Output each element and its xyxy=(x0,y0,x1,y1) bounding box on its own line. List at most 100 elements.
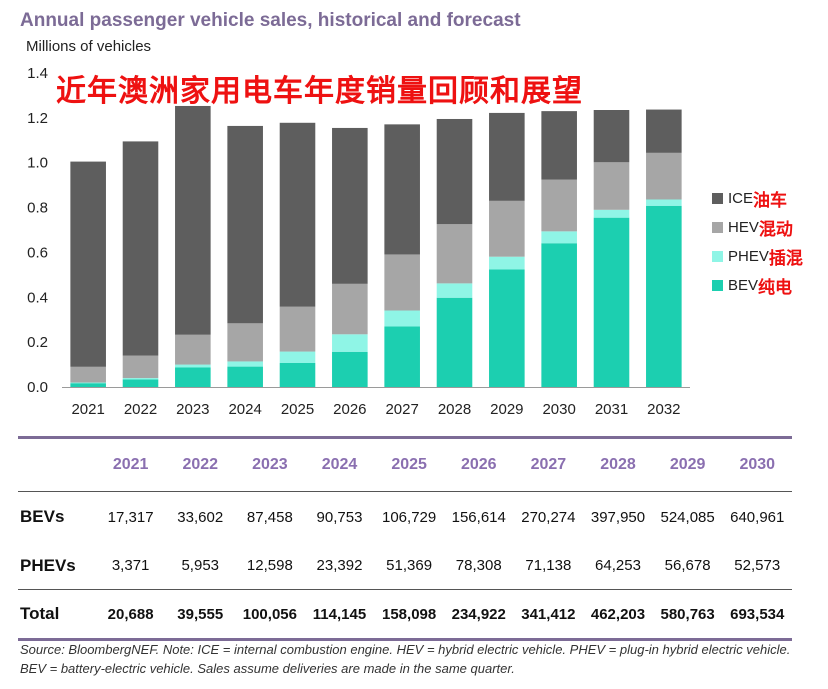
stacked-bar-chart: 0.0 0.2 0.4 0.6 0.8 1.0 1.2 1.4 2021 2022 2023 2024… xyxy=(27,65,690,418)
bar-segment-ice xyxy=(332,127,368,284)
bar-segment-ice xyxy=(489,112,525,201)
table-cell: 693,534 xyxy=(730,605,785,623)
bar-segment-hev xyxy=(384,254,420,311)
table-year: 2021 xyxy=(112,456,149,473)
source-note: Source: BloombergNEF. Note: ICE = intern… xyxy=(20,642,791,676)
table-year: 2027 xyxy=(530,456,567,473)
table-cell: 71,138 xyxy=(525,557,572,574)
legend-item-bev: BEV 纯电 xyxy=(712,273,803,298)
bar-segment-ice xyxy=(279,122,316,307)
bar-segment-hev xyxy=(489,200,525,257)
legend-swatch-ice xyxy=(712,192,723,204)
y-tick-label: 0.0 xyxy=(27,379,48,396)
table-row-label: BEVs xyxy=(20,507,65,526)
table-cell: 106,729 xyxy=(382,508,437,526)
legend-zh-bev: 纯电 xyxy=(758,277,793,298)
legend-swatch-hev xyxy=(712,221,723,233)
table-cell: 234,922 xyxy=(451,605,506,623)
bar-segment-ice xyxy=(175,105,211,335)
table-cell: 64,253 xyxy=(595,557,641,574)
bar-segment-bev xyxy=(332,351,368,387)
x-tick-label: 2029 xyxy=(490,401,523,418)
bar-segment-ice xyxy=(593,110,630,163)
sales-table: 2021 2022 2023 2024 2025 2026 2027 2028 … xyxy=(18,436,792,641)
table-row-total: Total 20,688 39,555 100,056 114,145 158,… xyxy=(18,590,792,638)
bar-segment-bev xyxy=(227,366,263,387)
table-cell: 462,203 xyxy=(590,605,646,623)
table-bottom-rule xyxy=(18,638,792,641)
legend-item-phev: PHEV 插混 xyxy=(712,244,803,269)
bar-segment-phev xyxy=(541,231,577,244)
table-cell: 100,056 xyxy=(242,605,297,623)
chinese-overlay-caption: 近年澳洲家用电车年度销量回顾和展望 xyxy=(56,74,583,109)
x-tick-label: 2022 xyxy=(124,401,157,418)
chart-legend: ICE 油车 HEV 混动 PHEV 插混 BEV 纯电 xyxy=(712,186,803,302)
legend-label-hev: HEV xyxy=(728,218,759,236)
bar-segment-phev xyxy=(332,334,368,352)
table-year: 2024 xyxy=(321,456,358,473)
x-tick-label: 2031 xyxy=(595,401,628,418)
table-cell: 397,950 xyxy=(590,508,646,526)
table-cell: 52,573 xyxy=(734,557,781,574)
table-cell: 158,098 xyxy=(382,605,437,623)
y-tick-label: 1.2 xyxy=(27,110,48,127)
table-row-label: Total xyxy=(20,604,60,623)
table-year: 2030 xyxy=(739,456,776,473)
y-tick-label: 0.4 xyxy=(27,289,48,306)
bar-segment-ice xyxy=(541,111,577,180)
x-tick-label: 2023 xyxy=(176,401,209,418)
bar-segment-bev xyxy=(489,269,525,387)
bar-segment-phev xyxy=(279,351,316,364)
table-cell: 640,961 xyxy=(730,508,785,526)
table-cell: 39,555 xyxy=(177,605,224,623)
table-cell: 23,392 xyxy=(316,557,363,574)
y-tick-label: 0.6 xyxy=(27,244,48,261)
table-top-rule xyxy=(18,436,792,439)
y-tick-label: 1.0 xyxy=(27,155,48,172)
bar-segment-bev xyxy=(646,205,682,387)
legend-swatch-phev xyxy=(712,250,723,262)
legend-zh-ice: 油车 xyxy=(753,190,788,211)
table-row: PHEVs 3,371 5,953 12,598 23,392 51,369 7… xyxy=(18,542,792,589)
bar-segment-ice xyxy=(384,124,420,255)
x-tick-label: 2028 xyxy=(438,401,471,418)
table-cell: 17,317 xyxy=(107,508,154,526)
bar-segment-ice xyxy=(646,109,682,153)
bar-segment-bev xyxy=(541,243,577,387)
table-year: 2029 xyxy=(669,456,706,473)
table-cell: 87,458 xyxy=(246,508,293,526)
bar-segment-ice xyxy=(70,161,106,367)
y-tick-label: 0.8 xyxy=(27,200,48,217)
table-cell: 270,274 xyxy=(521,508,576,526)
y-tick-label: 1.4 xyxy=(27,65,48,82)
bar-segment-bev xyxy=(175,367,211,387)
bar-segment-hev xyxy=(227,323,263,362)
bar-segment-hev xyxy=(332,283,368,335)
table-total-rule xyxy=(18,589,792,590)
bar-segment-phev xyxy=(646,199,682,206)
table-cell: 33,602 xyxy=(177,508,224,526)
table-cell: 5,953 xyxy=(181,557,220,574)
bar-segment-phev xyxy=(384,310,420,327)
chart-title: Annual passenger vehicle sales, historic… xyxy=(20,10,521,31)
table-cell: 341,412 xyxy=(521,605,576,623)
table-cell: 51,369 xyxy=(386,557,433,574)
legend-zh-hev: 混动 xyxy=(758,219,793,240)
table-cell: 56,678 xyxy=(664,557,711,574)
bar-segment-bev xyxy=(436,297,473,387)
bar-segment-hev xyxy=(70,366,106,383)
bar-segment-ice xyxy=(436,118,473,225)
legend-item-hev: HEV 混动 xyxy=(712,215,803,240)
legend-swatch-bev xyxy=(712,279,723,291)
table-row-label: PHEVs xyxy=(20,555,76,575)
bar-segment-bev xyxy=(384,326,420,387)
x-tick-label: 2032 xyxy=(647,401,680,418)
table-cell: 156,614 xyxy=(451,508,506,526)
x-tick-label: 2027 xyxy=(385,401,418,418)
legend-label-phev: PHEV xyxy=(728,247,769,265)
bar-segment-phev xyxy=(70,382,106,384)
table-year: 2025 xyxy=(391,456,427,473)
bar-segment-phev xyxy=(436,283,473,298)
table-year: 2028 xyxy=(600,456,636,473)
table-year: 2022 xyxy=(182,456,219,473)
